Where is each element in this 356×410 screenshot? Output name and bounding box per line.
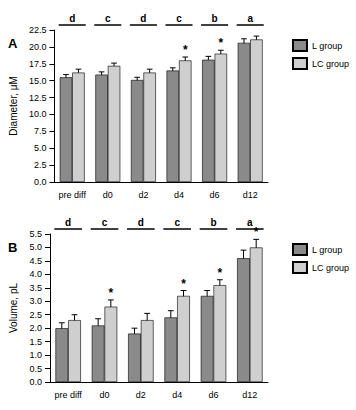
svg-text:b: b [210,217,216,228]
svg-text:*: * [183,43,188,57]
svg-text:d4: d4 [172,390,182,400]
svg-text:d: d [140,13,146,24]
svg-text:*: * [218,36,223,50]
svg-text:2.5: 2.5 [34,160,47,170]
svg-text:d12: d12 [243,190,258,200]
svg-text:c: c [174,217,180,228]
svg-text:A: A [8,36,18,51]
svg-text:Diameter, μM: Diameter, μM [8,76,19,136]
svg-text:L group: L group [312,245,342,255]
svg-text:d: d [69,13,75,24]
svg-text:d2: d2 [138,190,148,200]
svg-text:20.0: 20.0 [29,42,47,52]
svg-text:10.0: 10.0 [29,109,47,119]
svg-text:pre diff: pre diff [59,190,87,200]
svg-text:b: b [212,13,218,24]
svg-text:*: * [181,277,186,291]
svg-text:B: B [8,240,17,255]
svg-text:d: d [138,217,144,228]
svg-text:c: c [102,217,108,228]
svg-text:c: c [176,13,182,24]
svg-text:0.0: 0.0 [29,377,42,387]
svg-text:d2: d2 [136,390,146,400]
svg-text:*: * [254,225,259,239]
svg-text:a: a [247,217,253,228]
svg-text:d12: d12 [242,390,257,400]
svg-text:d0: d0 [99,390,109,400]
svg-text:12.5: 12.5 [29,93,47,103]
svg-text:5.5: 5.5 [29,229,42,239]
svg-text:pre diff: pre diff [54,390,82,400]
svg-text:a: a [247,13,253,24]
svg-text:2.0: 2.0 [29,323,42,333]
svg-text:2.5: 2.5 [29,310,42,320]
svg-text:L group: L group [312,41,342,51]
svg-text:c: c [105,13,111,24]
svg-text:LC group: LC group [312,263,349,273]
svg-text:5.0: 5.0 [34,143,47,153]
svg-text:4.5: 4.5 [29,256,42,266]
svg-text:4.0: 4.0 [29,269,42,279]
svg-text:17.5: 17.5 [29,59,47,69]
svg-text:*: * [109,286,114,300]
svg-text:0.5: 0.5 [29,364,42,374]
svg-text:d: d [65,217,71,228]
svg-text:3.0: 3.0 [29,296,42,306]
svg-text:d6: d6 [208,390,218,400]
svg-text:3.5: 3.5 [29,283,42,293]
svg-text:15.0: 15.0 [29,76,47,86]
svg-text:d4: d4 [174,190,184,200]
svg-text:5.0: 5.0 [29,242,42,252]
svg-text:Volume, pL: Volume, pL [8,283,19,333]
svg-text:*: * [218,266,223,280]
svg-text:7.5: 7.5 [34,126,47,136]
svg-text:0.0: 0.0 [34,177,47,187]
svg-text:LC group: LC group [312,59,349,69]
svg-text:22.5: 22.5 [29,25,47,35]
svg-text:d6: d6 [210,190,220,200]
svg-text:1.0: 1.0 [29,350,42,360]
svg-text:d0: d0 [103,190,113,200]
svg-text:1.5: 1.5 [29,337,42,347]
